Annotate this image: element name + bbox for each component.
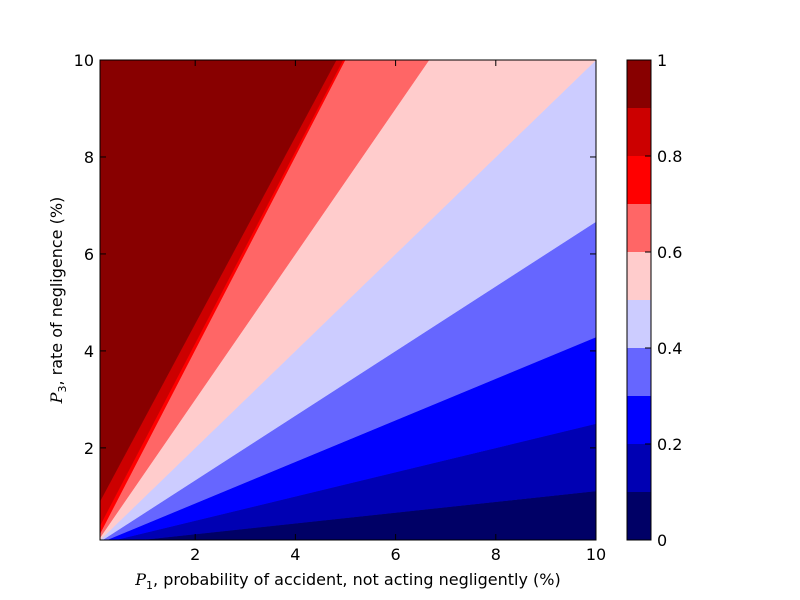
- contour-fills: [100, 60, 596, 540]
- contour-band-8: [100, 60, 344, 526]
- colorbar-swatch-2: [627, 396, 651, 444]
- x-tick-label: 6: [391, 545, 401, 564]
- colorbar-swatch-6: [627, 204, 651, 252]
- x-axis-label: P1, probability of accident, not acting …: [134, 570, 560, 592]
- x-axis-ticks: 2 4 6 8 10: [190, 60, 606, 564]
- x-tick-label: 10: [586, 545, 606, 564]
- colorbar-tick-label: 0: [657, 531, 667, 550]
- y-tick-label: 6: [84, 245, 94, 264]
- colorbar-swatch-3: [627, 348, 651, 396]
- y-tick-label: 4: [84, 342, 94, 361]
- contour-band-5: [100, 60, 596, 540]
- colorbar-swatch-8: [627, 108, 651, 156]
- y-axis-label: P3, rate of negligence (%): [47, 197, 69, 405]
- colorbar-swatch-1: [627, 444, 651, 492]
- colorbar-tick-label: 0.2: [657, 435, 682, 454]
- y-tick-label: 10: [74, 51, 94, 70]
- colorbar-swatch-7: [627, 156, 651, 204]
- y-tick-label: 8: [84, 148, 94, 167]
- contour-band-7: [100, 60, 346, 534]
- contour-band-6: [100, 60, 430, 539]
- colorbar-tick-label: 0.4: [657, 339, 682, 358]
- colorbar-swatch-9: [627, 60, 651, 108]
- colorbar-tick-label: 1: [657, 51, 667, 70]
- plot-frame: [99, 59, 597, 541]
- y-tick-label: 2: [84, 439, 94, 458]
- y-axis-ticks: 2 4 6 8 10: [74, 51, 596, 458]
- x-tick-label: 8: [491, 545, 501, 564]
- colorbar: 0 0.2 0.4 0.6 0.8 1: [626, 51, 682, 550]
- contour-band-9: [100, 60, 337, 502]
- colorbar-tick-label: 0.6: [657, 243, 682, 262]
- colorbar-tick-label: 0.8: [657, 147, 682, 166]
- x-tick-label: 2: [190, 545, 200, 564]
- colorbar-swatch-5: [627, 252, 651, 300]
- colorbar-frame: [626, 59, 652, 541]
- colorbar-swatch-4: [627, 300, 651, 348]
- x-tick-label: 4: [290, 545, 300, 564]
- colorbar-swatch-0: [627, 492, 651, 540]
